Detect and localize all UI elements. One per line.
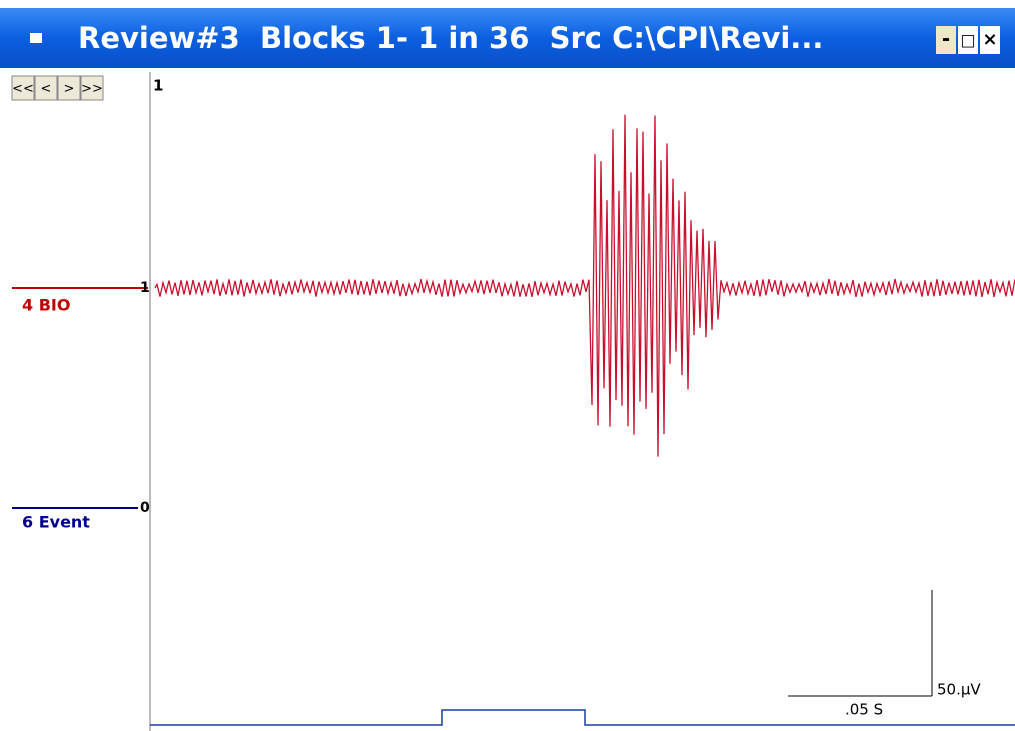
nav-label: > — [64, 82, 75, 97]
window-controls: - □ × — [936, 26, 1000, 54]
axis-top-label: 1 — [153, 77, 163, 95]
app-icon — [30, 33, 42, 43]
minimize-label: - — [942, 27, 950, 51]
close-label: × — [982, 29, 997, 50]
nav-button[interactable] — [80, 75, 104, 101]
channel-marker: 0 — [140, 500, 150, 516]
maximize-label: □ — [960, 31, 975, 50]
nav-button[interactable] — [57, 75, 81, 101]
bio-trace — [154, 114, 1015, 457]
channel-label: 6 Event — [22, 513, 90, 532]
window-title: Review#3 Blocks 1- 1 in 36 Src C:\CPI\Re… — [78, 21, 823, 55]
time-scale: .05 S — [845, 701, 883, 719]
nav-buttons: << < > >> — [11, 75, 104, 101]
event-trace — [150, 709, 1015, 726]
nav-button[interactable] — [11, 75, 35, 101]
nav-label: << — [12, 82, 34, 97]
nav-label: >> — [81, 82, 103, 97]
close-button[interactable] — [980, 26, 1000, 54]
amplitude-scale: 50.µV — [937, 681, 981, 699]
channel-marker: 1 — [140, 280, 150, 296]
maximize-button[interactable] — [958, 26, 978, 54]
title-bar — [0, 8, 1015, 68]
channel-label: 4 BIO — [22, 296, 70, 315]
minimize-button[interactable] — [936, 26, 956, 54]
nav-button[interactable] — [34, 75, 58, 101]
nav-label: < — [41, 82, 52, 97]
